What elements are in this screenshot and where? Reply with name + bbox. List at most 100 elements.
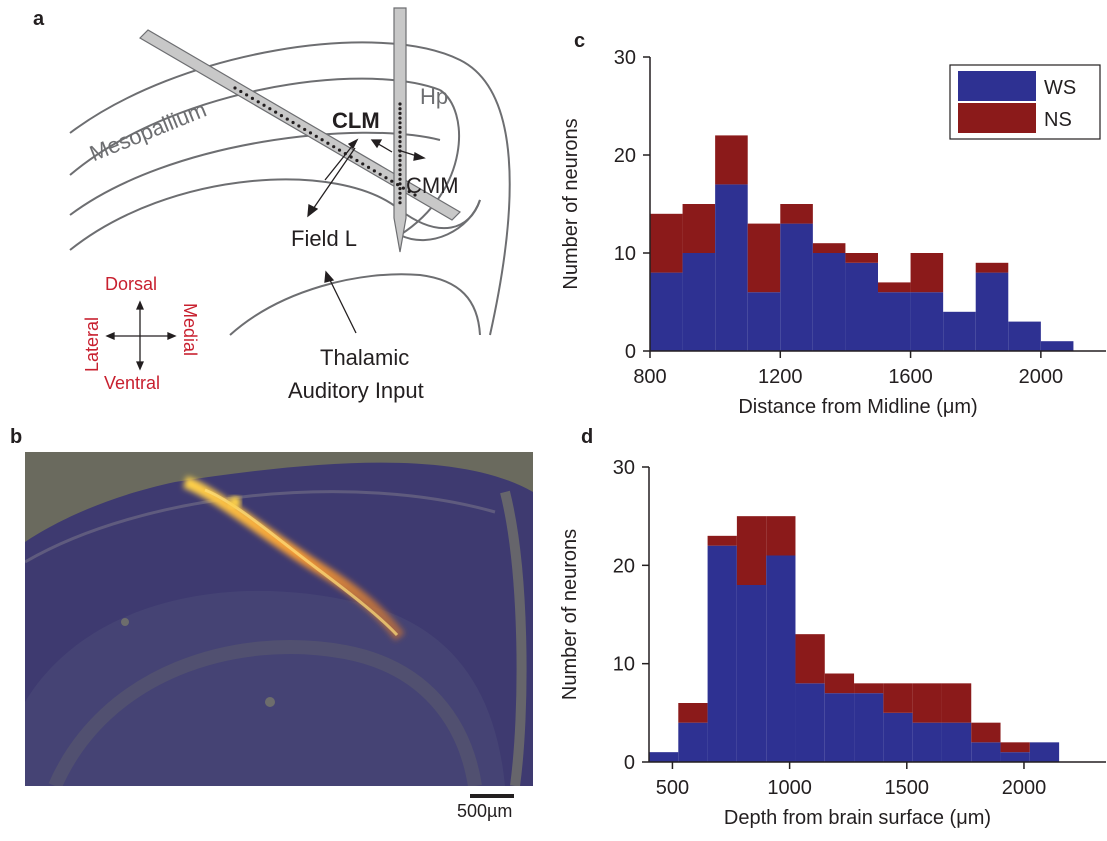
bar-ws-400 (649, 752, 679, 762)
x-tick-label: 800 (633, 366, 666, 388)
y-tick-label: 0 (624, 752, 635, 774)
field-l-outline (69, 178, 481, 251)
electrode-site-dot (398, 102, 402, 106)
arrow-head-clm (347, 138, 359, 150)
electrode-site-dot (262, 103, 266, 107)
electrode-site-dot (407, 189, 411, 194)
label-thalamic-line2: Auditory Input (288, 378, 424, 403)
electrode-site-dot (398, 116, 402, 120)
bar-ns-1650 (941, 683, 972, 723)
label-hp: Hp (420, 84, 449, 109)
y-tick-label: 0 (625, 341, 636, 363)
electrode-site-dot (398, 154, 402, 158)
electrode-site-dot (355, 158, 359, 163)
bar-ws-1025 (795, 683, 825, 762)
electrode-site-dot (398, 107, 402, 111)
bar-ns-650 (707, 535, 737, 546)
lower-outline (229, 273, 481, 336)
electrode-site-dot (398, 172, 402, 177)
bar-ws-1800 (975, 272, 1009, 351)
bar-ws-1600 (910, 292, 944, 351)
bar-ns-1400 (883, 683, 913, 713)
label-field-l: Field L (291, 226, 358, 251)
compass-dorsal: Dorsal (105, 274, 158, 294)
electrode-site-dot (337, 148, 342, 152)
electrode-site-dot (366, 165, 371, 169)
electrode-site-dot (398, 201, 402, 205)
electrode-site-dot (398, 158, 402, 162)
y-tick-label: 10 (614, 243, 636, 265)
x-tick-label: 1600 (888, 366, 933, 388)
electrode-site-dot (245, 93, 249, 97)
bar-ws-775 (736, 585, 767, 762)
electrode-site-dot (349, 155, 353, 159)
bar-ws-1100 (747, 292, 781, 351)
bar-ws-1700 (943, 311, 976, 351)
electrode-site-dot (308, 131, 313, 135)
bar-ws-1300 (812, 253, 846, 351)
electrode-site-dot (297, 124, 301, 128)
y-tick-label: 30 (614, 47, 636, 69)
bar-ns-1600 (910, 253, 944, 293)
bar-ws-1650 (941, 722, 972, 762)
electrode-site-dot (233, 86, 237, 90)
electrode-site-dot (361, 162, 365, 166)
electrode-site-dot (398, 177, 402, 181)
bar-ns-1775 (971, 722, 1001, 743)
x-axis-label: Distance from Midline (μm) (738, 396, 977, 418)
electrode-site-dot (398, 163, 402, 167)
x-tick-label: 2000 (1019, 366, 1064, 388)
panel-letter-c: c (574, 30, 586, 52)
electrode-site-dot (239, 89, 243, 94)
y-tick-label: 30 (613, 457, 635, 479)
hp-outline (397, 89, 481, 241)
bar-ns-1900 (1000, 742, 1030, 753)
scale-bar (470, 794, 514, 798)
bar-ws-650 (707, 545, 737, 762)
bar-ns-900 (766, 516, 796, 556)
bar-ns-1525 (912, 683, 942, 723)
outer-brain-outline (69, 41, 511, 336)
electrode-site-dot (398, 130, 402, 134)
electrode-site-dot (401, 186, 405, 190)
label-clm: CLM (332, 108, 380, 133)
panel-letter-b: b (10, 426, 23, 448)
electrode-site-dot (378, 172, 382, 176)
electrode-site-dot (398, 191, 402, 195)
electrode-site-dot (398, 135, 402, 139)
compass-lateral: Lateral (82, 316, 102, 372)
bar-ns-1275 (854, 683, 884, 694)
bar-ws-800 (650, 272, 683, 351)
y-tick-label: 20 (614, 145, 636, 167)
bar-ws-525 (678, 722, 708, 762)
electrode-site-dot (398, 111, 402, 115)
legend-label-ws: WS (1044, 77, 1076, 99)
electrode-site-dot (320, 138, 324, 142)
electrode-site-dot (372, 169, 376, 173)
arrow-head-clm-cmm-a (370, 139, 383, 149)
panel-letter-a: a (33, 8, 45, 30)
x-tick-label: 1000 (767, 777, 812, 799)
legend-label-ns: NS (1044, 109, 1072, 131)
electrode-site-dot (268, 107, 272, 111)
bar-ns-800 (650, 213, 683, 273)
bar-ws-1000 (715, 184, 748, 351)
electrode-site-dot (256, 100, 260, 104)
brain-micrograph (25, 452, 533, 786)
legend-swatch-ns (958, 103, 1036, 133)
bar-ws-2000 (1040, 341, 1074, 351)
electrode-site-dot (398, 125, 402, 130)
bar-ws-1400 (845, 262, 878, 351)
bar-ws-1900 (1008, 321, 1041, 351)
bar-ns-1400 (845, 253, 878, 263)
compass-medial: Medial (180, 303, 200, 357)
bar-ns-1500 (878, 282, 911, 293)
electrode-site-dot (398, 121, 402, 125)
bar-ws-1200 (780, 223, 813, 351)
electrode-site-dot (395, 183, 400, 187)
bar-ns-1200 (780, 204, 813, 224)
x-tick-label: 2000 (1002, 777, 1047, 799)
electrode-site-dot (314, 134, 318, 138)
y-axis-label: Number of neurons (560, 118, 582, 289)
arrow-head-clm-cmm-b (413, 151, 426, 161)
